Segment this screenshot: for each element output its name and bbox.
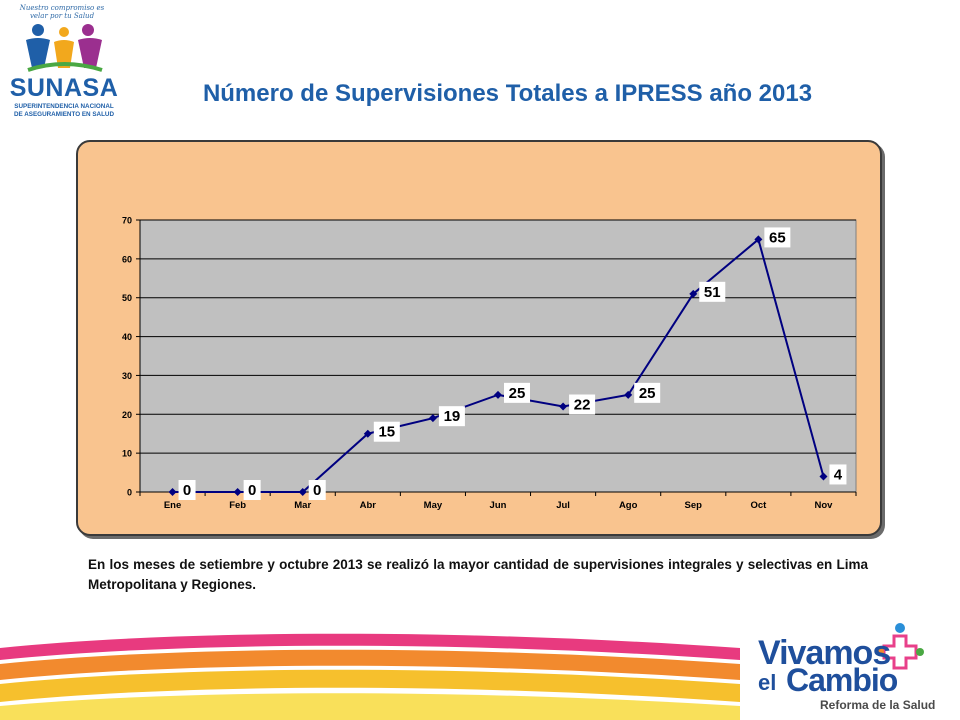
cambio-word: Cambio [786,662,898,698]
data-label: 22 [574,397,591,414]
logo-tagline: Nuestro compromiso es velar por tu Salud [19,4,105,20]
y-tick-label: 40 [122,332,132,342]
data-label: 51 [704,284,721,301]
family-figures-icon [26,24,103,72]
data-point [168,488,177,496]
x-tick-label: Oct [750,500,767,511]
logo-subtitle-line1: SUPERINTENDENCIA NACIONAL [14,103,114,110]
y-tick-label: 10 [122,449,132,459]
x-tick-label: Ago [619,500,638,511]
x-tick-label: Ene [164,500,181,511]
data-point [689,289,698,298]
y-tick-label: 60 [122,254,132,264]
decorative-stripes [0,633,740,720]
data-point [494,390,502,399]
data-point [298,488,307,496]
data-label: 25 [509,385,526,402]
logo-wordmark: SUNASA [9,74,119,102]
el-word: el [758,670,777,695]
data-label: 0 [248,482,256,499]
data-label-box [438,406,465,427]
data-label-box [308,480,326,500]
x-tick-label: Nov [814,500,833,511]
data-label-box [699,281,726,302]
data-point [559,402,568,411]
plot-area [139,219,857,493]
x-tick-label: Feb [229,500,246,511]
data-point [428,414,437,423]
data-label-box [178,480,196,500]
data-label: 19 [444,408,461,425]
x-tick-label: Mar [294,500,311,511]
data-label: 65 [769,229,786,246]
sunasa-logo: Nuestro compromiso es velar por tu Salud… [4,2,122,126]
reforma-tagline: Reforma de la Salud [820,698,936,712]
data-label-box [829,464,847,485]
data-label-box [569,394,596,415]
data-label-box [373,421,400,442]
x-tick-label: Abr [360,500,377,511]
x-tick-label: May [424,500,443,511]
x-tick-label: Jul [556,500,570,511]
data-label: 0 [313,482,321,499]
data-point [624,390,633,399]
data-point [233,488,242,496]
data-label: 0 [183,482,191,499]
data-point [363,429,372,438]
data-label: 4 [834,466,843,483]
data-label: 25 [639,385,656,402]
vivamos-logo: Vivamos el Cambio Reforma de la Salud [758,618,958,718]
data-label-box [504,382,530,403]
cross-plus-icon [876,623,924,670]
y-tick-label: 20 [122,410,132,420]
y-tick-label: 70 [122,216,132,226]
data-label-box [243,480,261,500]
logo-subtitle: SUPERINTENDENCIA NACIONAL DE ASEGURAMIEN… [6,103,122,118]
slide-title: Número de Supervisiones Totales a IPRESS… [202,80,813,107]
x-tick-label: Jun [490,500,507,511]
y-tick-label: 50 [122,293,132,303]
x-tick-label: Sep [685,500,703,511]
vivamos-word: Vivamos [758,634,891,672]
chart-panel: 0 10 20 30 40 50 60 70 Ene Feb Mar Abr May Jun Jul Ago S… [76,140,882,536]
chart-caption: En los meses de setiembre y octubre 2013… [88,557,868,592]
y-tick-label: 0 [127,488,132,498]
data-label: 15 [378,424,395,441]
y-tick-label: 30 [122,371,132,381]
data-point [819,472,828,481]
data-label-box [764,227,791,248]
data-point [754,235,763,244]
logo-subtitle-line2: DE ASEGURAMIENTO EN SALUD [13,110,115,118]
data-label-box [634,382,661,403]
